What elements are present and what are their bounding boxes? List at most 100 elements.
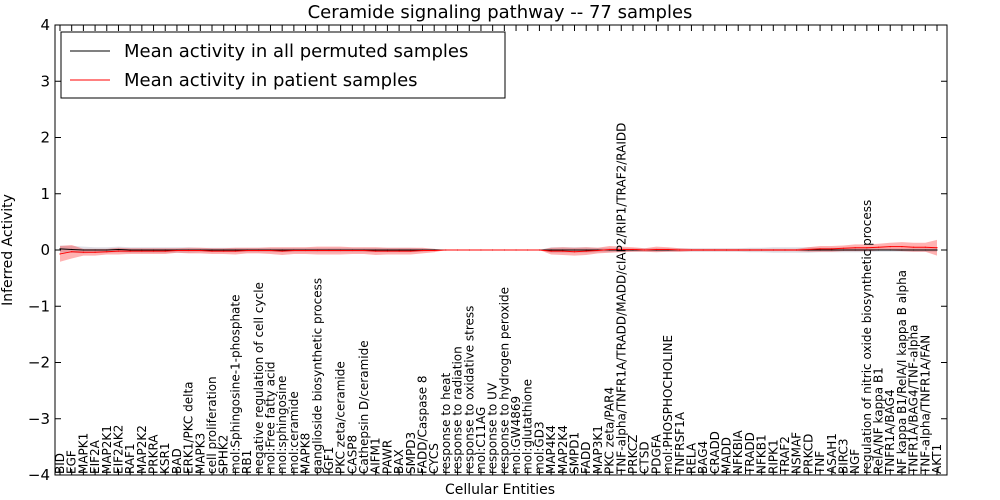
x-tick-label: EGF [65, 450, 79, 474]
data-point [433, 249, 435, 252]
data-point [281, 250, 283, 252]
chart-title: Ceramide signaling pathway -- 77 samples [308, 2, 693, 23]
x-tick-label: RelA/NF kappa B1 [872, 367, 886, 474]
x-tick-label: MAP3K1 [591, 425, 605, 474]
x-tick-label: Cathepsin D/ceramide [357, 340, 371, 474]
data-point [258, 249, 260, 252]
data-point [550, 249, 552, 251]
legend-label-permuted: Mean activity in all permuted samples [124, 41, 468, 62]
data-point [94, 249, 96, 251]
data-point [901, 246, 903, 248]
data-point [59, 248, 61, 250]
data-point [211, 250, 213, 252]
data-point [328, 249, 330, 252]
x-tick-label: PKC zeta/ceramide [334, 361, 348, 474]
x-tick-label: TNFR1A/BAG4/TNF-alpha [907, 325, 921, 475]
data-point [842, 249, 845, 251]
data-point [82, 251, 84, 253]
x-tick-label: response to oxidative stress [462, 306, 476, 474]
data-point [527, 249, 529, 251]
data-point [725, 249, 728, 251]
data-point [655, 248, 657, 251]
data-point [211, 249, 213, 251]
x-tick-label: MAPK1 [76, 433, 90, 474]
x-tick-label: mol:Free fatty acid [263, 362, 277, 475]
x-tick-label: RB1 [240, 450, 254, 474]
data-point [679, 249, 681, 251]
data-point [831, 248, 833, 250]
data-point [573, 249, 576, 251]
data-point [398, 249, 400, 251]
x-tick-label: MAP2K4 [556, 425, 570, 474]
x-tick-label: BAG4 [696, 441, 710, 474]
y-tick-label: 3 [40, 72, 50, 90]
data-point [632, 248, 634, 251]
data-point [129, 250, 131, 252]
x-tick-label: BIRC3 [836, 438, 850, 474]
x-tick-label: TNF-alpha/TNFR1A/FAN [918, 335, 932, 475]
legend: Mean activity in all permuted samples Me… [60, 31, 506, 99]
data-point [129, 249, 131, 251]
x-tick-label: BAD [170, 448, 184, 474]
data-point [117, 250, 120, 252]
data-point [784, 249, 786, 251]
data-point [562, 249, 564, 251]
data-point [386, 250, 389, 252]
data-point [375, 250, 377, 252]
data-point [831, 249, 833, 251]
x-tick-label: CYCS [427, 443, 441, 474]
x-tick-label: TNFR1A/BAG4 [883, 389, 897, 475]
x-tick-label: KSR1 [158, 443, 172, 474]
x-tick-label: FADD/Caspase 8 [415, 375, 429, 474]
data-point [188, 249, 190, 252]
data-point [398, 250, 400, 252]
data-point [468, 249, 470, 251]
data-point [375, 249, 377, 251]
x-tick-label: RIPK1 [766, 439, 780, 474]
data-point [761, 249, 763, 251]
x-tick-label: PAWR [380, 440, 394, 474]
x-tick-label: RELA [684, 442, 698, 474]
legend-box [60, 31, 506, 99]
x-tick-label: PRKCZ [626, 435, 640, 474]
x-tick-label: mol:glutathione [521, 379, 535, 474]
x-tick-label: EIF2AK2 [111, 425, 125, 474]
data-point [503, 249, 505, 251]
data-point [340, 249, 342, 252]
data-point [854, 249, 856, 251]
x-tick-label: AKT1 [930, 444, 944, 474]
x-tick-label: BAX [392, 449, 406, 474]
x-tick-label: SMPD1 [568, 432, 582, 474]
data-point [562, 250, 564, 252]
data-point [889, 249, 891, 251]
data-point [667, 248, 669, 251]
data-point [515, 249, 517, 251]
data-point [106, 249, 108, 251]
data-point [597, 249, 599, 252]
y-tick-label: 4 [40, 16, 50, 34]
x-tick-label: TRADD [743, 432, 757, 475]
x-tick-label: PRKRA [147, 434, 161, 474]
x-tick-label: ganglioside biosynthetic process [310, 278, 324, 474]
data-point [749, 249, 751, 251]
y-tick-label: −1 [28, 297, 50, 315]
data-point [269, 249, 272, 252]
x-tick-label: BID [53, 453, 67, 474]
x-tick-label: CRADD [708, 431, 722, 474]
x-tick-label: AIFM1 [369, 437, 383, 474]
data-point [550, 250, 552, 252]
data-point [386, 249, 389, 251]
x-tick-label: NFKBIA [731, 429, 745, 474]
data-point [223, 249, 225, 251]
y-tick-label: 1 [40, 185, 50, 203]
data-point [94, 251, 96, 253]
data-point [445, 249, 447, 251]
data-point [807, 248, 809, 251]
data-point [234, 250, 236, 252]
x-tick-label: PKC zeta/PAR4 [603, 387, 617, 474]
data-point [492, 249, 494, 251]
x-tick-label: SPHK2 [217, 435, 231, 474]
data-point [690, 249, 693, 251]
y-tick-label: 0 [40, 241, 50, 259]
